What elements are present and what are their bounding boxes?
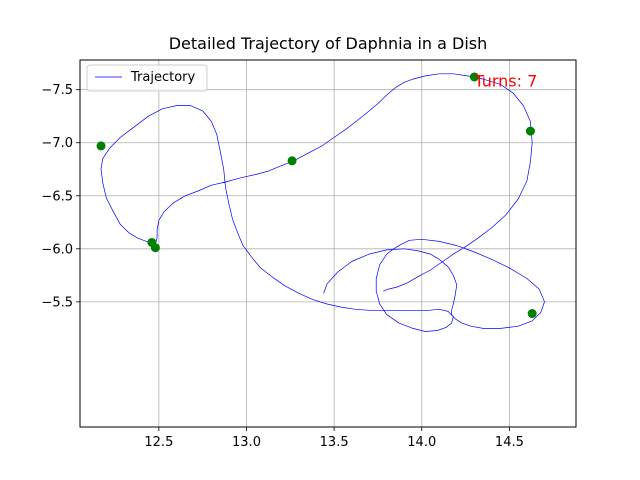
- y-tick-label: −6.5: [41, 189, 73, 204]
- y-tick-label: −7.5: [41, 83, 73, 98]
- turn-marker: [525, 126, 535, 136]
- axes-ticks: 12.5 13.0 13.5 14.0 14.5 −7.5 −7.0 −6.5 −6.0 −5.5: [41, 83, 523, 450]
- x-tick-label: 13.5: [320, 435, 349, 450]
- trajectory-line: [100, 73, 545, 332]
- turn-marker: [150, 243, 160, 253]
- y-tick-label: −5.5: [41, 295, 73, 310]
- y-tick-label: −7.0: [41, 136, 73, 151]
- turns-annotation: Turns: 7: [473, 72, 537, 91]
- legend-box: [86, 64, 208, 92]
- y-tick-label: −6.0: [41, 242, 73, 257]
- legend-label: Trajectory: [130, 70, 195, 85]
- x-tick-label: 14.0: [407, 435, 436, 450]
- plot-area: [100, 73, 545, 332]
- grid: [80, 60, 576, 427]
- turn-marker: [469, 72, 479, 82]
- x-tick-label: 14.5: [495, 435, 524, 450]
- turn-marker: [287, 156, 297, 166]
- chart-title: Detailed Trajectory of Daphnia in a Dish: [169, 34, 488, 53]
- plot-frame: [79, 59, 577, 428]
- turn-markers: [96, 72, 537, 319]
- turn-marker: [96, 141, 106, 151]
- x-tick-label: 13.0: [232, 435, 261, 450]
- turn-marker: [527, 309, 537, 319]
- x-tick-label: 12.5: [144, 435, 173, 450]
- legend: Trajectory: [86, 64, 208, 92]
